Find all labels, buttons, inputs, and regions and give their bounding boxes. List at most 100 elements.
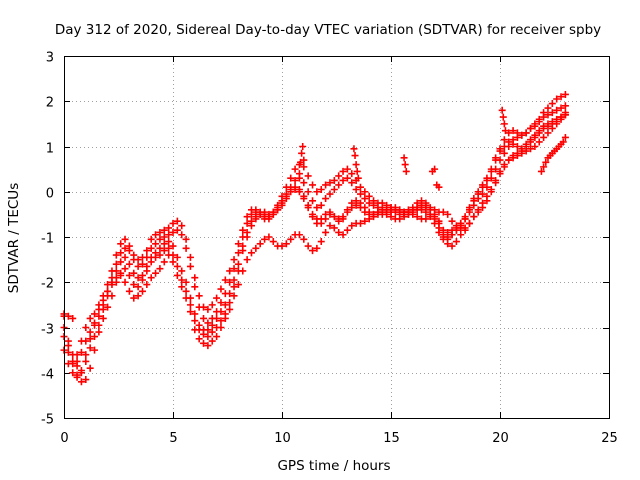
data-point bbox=[426, 210, 434, 218]
data-point bbox=[444, 228, 452, 236]
data-point bbox=[152, 240, 160, 248]
data-point bbox=[91, 333, 99, 341]
data-point bbox=[370, 210, 378, 218]
data-point bbox=[500, 120, 508, 128]
data-point bbox=[247, 249, 255, 257]
data-point bbox=[330, 176, 338, 184]
data-point bbox=[317, 201, 325, 209]
data-point bbox=[544, 120, 552, 128]
data-point bbox=[492, 176, 500, 184]
data-point bbox=[317, 219, 325, 227]
data-point bbox=[77, 348, 85, 356]
data-point bbox=[499, 113, 507, 121]
data-point bbox=[221, 276, 229, 284]
data-point bbox=[304, 204, 312, 212]
data-point bbox=[182, 244, 190, 252]
data-point bbox=[156, 228, 164, 236]
data-point bbox=[348, 222, 356, 230]
data-point bbox=[226, 290, 234, 298]
data-series bbox=[60, 90, 569, 368]
data-point bbox=[77, 378, 85, 386]
data-point bbox=[82, 376, 90, 384]
data-point bbox=[557, 93, 565, 101]
data-point bbox=[165, 251, 173, 259]
data-point bbox=[104, 303, 112, 311]
data-point bbox=[540, 133, 548, 141]
data-point bbox=[330, 185, 338, 193]
data-point bbox=[217, 285, 225, 293]
data-point bbox=[452, 224, 460, 232]
data-point bbox=[527, 124, 535, 132]
data-point bbox=[300, 235, 308, 243]
data-point bbox=[356, 219, 364, 227]
data-point bbox=[173, 271, 181, 279]
data-point bbox=[86, 314, 94, 322]
data-point bbox=[295, 170, 303, 178]
data-point bbox=[299, 143, 307, 150]
data-point bbox=[496, 156, 504, 164]
data-point bbox=[553, 115, 561, 123]
x-tick-labels: 0 5 10 15 20 25 bbox=[60, 431, 617, 446]
data-point bbox=[353, 167, 361, 175]
data-point bbox=[527, 145, 535, 153]
data-point bbox=[457, 219, 465, 227]
data-point bbox=[537, 167, 545, 175]
data-point bbox=[322, 181, 330, 189]
chart-title: Day 312 of 2020, Sidereal Day-to-day VTE… bbox=[55, 22, 601, 38]
data-point bbox=[86, 335, 94, 343]
data-point bbox=[82, 357, 90, 365]
data-point bbox=[500, 149, 508, 157]
data-point bbox=[542, 158, 550, 166]
data-point bbox=[335, 228, 343, 236]
data-point bbox=[527, 136, 535, 144]
data-point bbox=[117, 249, 125, 257]
data-point bbox=[147, 244, 155, 252]
data-point bbox=[82, 324, 90, 331]
data-point bbox=[186, 308, 194, 316]
data-point bbox=[404, 210, 412, 218]
data-point bbox=[125, 287, 133, 295]
data-point bbox=[178, 276, 186, 284]
data-point bbox=[186, 294, 194, 302]
x-tick-label: 25 bbox=[601, 431, 618, 446]
data-point bbox=[169, 228, 177, 236]
data-point bbox=[265, 233, 273, 241]
data-point bbox=[470, 201, 478, 209]
data-point bbox=[234, 260, 242, 268]
data-point bbox=[409, 208, 417, 216]
data-point bbox=[182, 235, 190, 243]
data-point bbox=[217, 308, 225, 316]
data-point bbox=[178, 267, 186, 275]
data-point bbox=[165, 244, 173, 252]
data-point bbox=[509, 154, 517, 162]
data-point bbox=[247, 217, 255, 225]
data-point bbox=[343, 208, 351, 216]
data-point bbox=[191, 274, 199, 282]
data-point bbox=[64, 342, 72, 350]
data-point bbox=[121, 235, 129, 243]
data-point bbox=[117, 240, 125, 248]
data-point bbox=[431, 165, 439, 173]
data-point bbox=[435, 219, 443, 227]
data-point bbox=[143, 262, 151, 270]
data-point bbox=[191, 326, 199, 334]
data-point bbox=[243, 256, 251, 264]
data-point bbox=[557, 104, 565, 112]
data-point bbox=[64, 312, 72, 320]
data-point bbox=[191, 310, 199, 318]
data-point bbox=[365, 199, 373, 207]
plot-frame bbox=[64, 56, 610, 419]
data-point bbox=[444, 210, 452, 218]
data-point bbox=[343, 174, 351, 182]
data-point bbox=[230, 292, 238, 300]
data-point bbox=[178, 222, 186, 230]
data-point bbox=[518, 131, 526, 139]
y-tick-label: 0 bbox=[46, 187, 54, 202]
data-point bbox=[191, 317, 199, 325]
data-point bbox=[204, 342, 212, 350]
data-point bbox=[544, 104, 552, 112]
data-point bbox=[535, 127, 543, 135]
data-point bbox=[531, 131, 539, 139]
data-point bbox=[243, 213, 251, 221]
data-point bbox=[160, 233, 168, 241]
